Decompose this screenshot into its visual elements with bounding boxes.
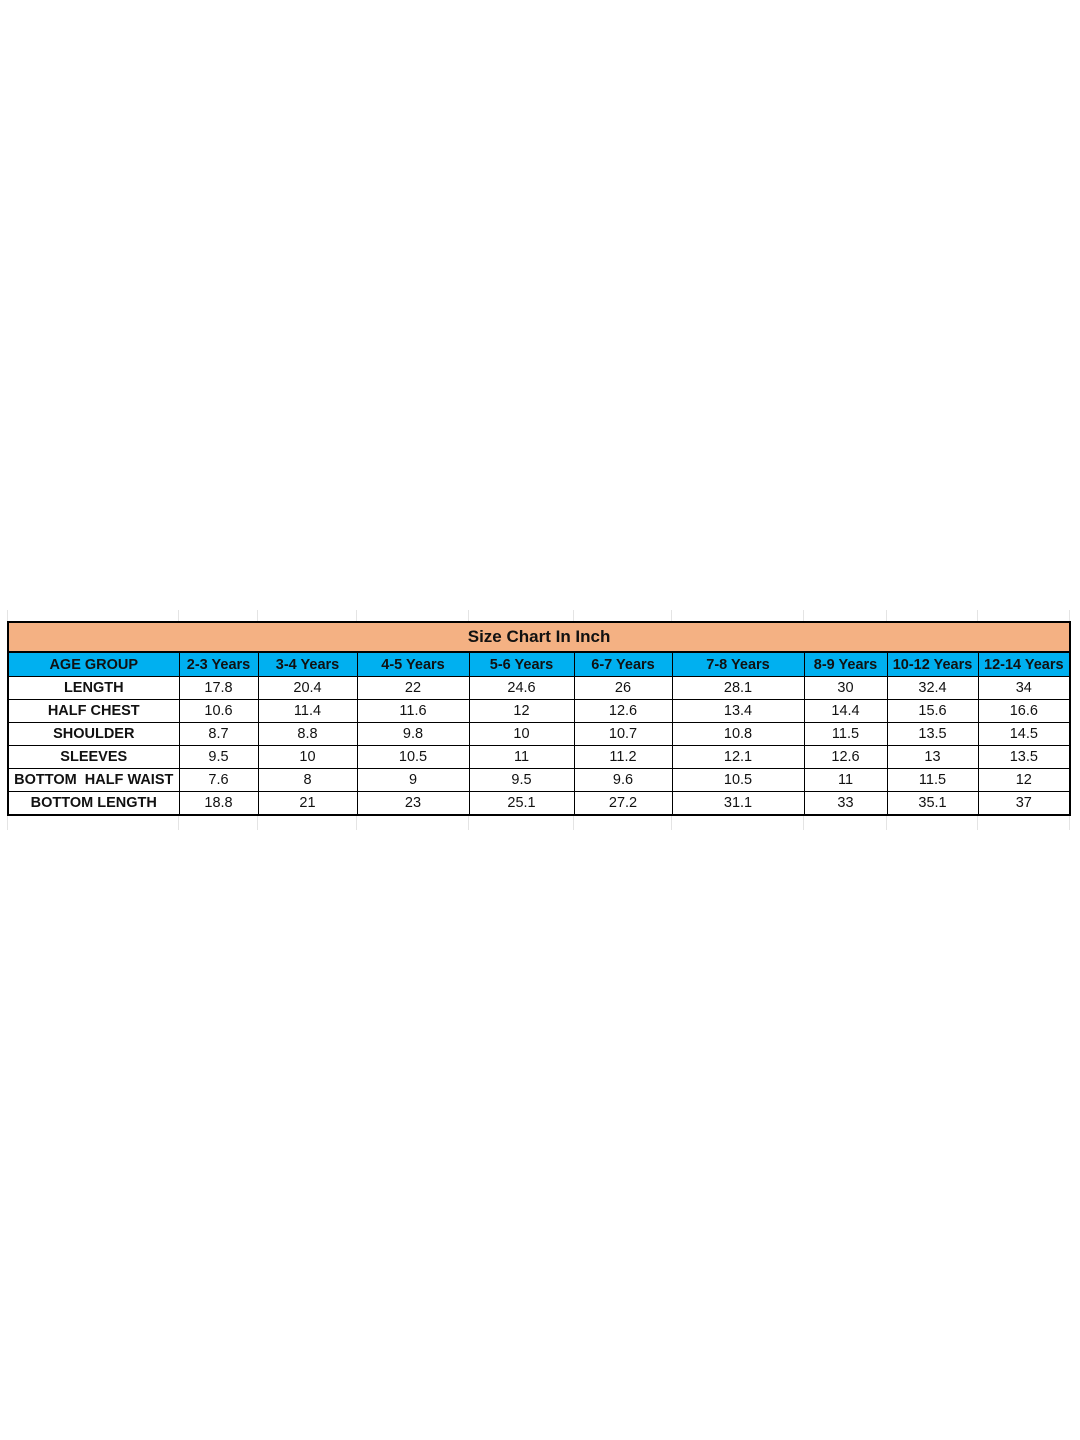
table-cell: 30 bbox=[803, 676, 888, 700]
header-cell: 6-7 Years bbox=[573, 651, 673, 677]
table-cell: 9.5 bbox=[178, 745, 259, 769]
table-cell: 12.6 bbox=[803, 745, 888, 769]
table-row: BOTTOM LENGTH 18.8 21 23 25.1 27.2 31.1 33 35.1 3… bbox=[7, 791, 1071, 816]
table-row: LENGTH 17.8 20.4 22 24.6 26 28.1 30 32.4 34 bbox=[7, 676, 1071, 700]
table-cell: 32.4 bbox=[886, 676, 979, 700]
table-cell: 27.2 bbox=[573, 791, 673, 816]
table-cell: 34 bbox=[977, 676, 1071, 700]
table-cell: 23 bbox=[356, 791, 470, 816]
table-cell: 10.7 bbox=[573, 722, 673, 746]
table-cell: 31.1 bbox=[671, 791, 805, 816]
table-cell: 9.8 bbox=[356, 722, 470, 746]
table-cell: 12 bbox=[977, 768, 1071, 792]
size-chart-table: Size Chart In Inch AGE GROUP 2-3 Years 3-4… bbox=[7, 621, 1072, 816]
table-cell: 11.6 bbox=[356, 699, 470, 723]
header-cell: 4-5 Years bbox=[356, 651, 470, 677]
table-cell: 10 bbox=[468, 722, 575, 746]
table-cell: 14.4 bbox=[803, 699, 888, 723]
table-cell: 10.5 bbox=[671, 768, 805, 792]
table-cell: 11 bbox=[803, 768, 888, 792]
table-cell: 15.6 bbox=[886, 699, 979, 723]
table-cell: 10.5 bbox=[356, 745, 470, 769]
table-cell: 11.5 bbox=[803, 722, 888, 746]
table-cell: 33 bbox=[803, 791, 888, 816]
table-cell: 10.8 bbox=[671, 722, 805, 746]
table-cell: 10 bbox=[257, 745, 358, 769]
header-cell: 3-4 Years bbox=[257, 651, 358, 677]
table-row: SLEEVES 9.5 10 10.5 11 11.2 12.1 12.6 13 13.5 bbox=[7, 745, 1071, 769]
table-cell: 16.6 bbox=[977, 699, 1071, 723]
table-cell: 14.5 bbox=[977, 722, 1071, 746]
table-row: BOTTOM HALF WAIST 7.6 8 9 9.5 9.6 10.5 11 11.5 12 bbox=[7, 768, 1071, 792]
table-cell: 28.1 bbox=[671, 676, 805, 700]
title-row: Size Chart In Inch bbox=[7, 621, 1071, 653]
row-label: BOTTOM LENGTH bbox=[7, 791, 180, 816]
table-cell: 13 bbox=[886, 745, 979, 769]
table-cell: 8.8 bbox=[257, 722, 358, 746]
table-cell: 22 bbox=[356, 676, 470, 700]
table-cell: 24.6 bbox=[468, 676, 575, 700]
table-cell: 9.5 bbox=[468, 768, 575, 792]
table-cell: 26 bbox=[573, 676, 673, 700]
table-cell: 13.4 bbox=[671, 699, 805, 723]
table-cell: 8 bbox=[257, 768, 358, 792]
row-label: SHOULDER bbox=[7, 722, 180, 746]
header-cell: 8-9 Years bbox=[803, 651, 888, 677]
table-cell: 12 bbox=[468, 699, 575, 723]
table-cell: 20.4 bbox=[257, 676, 358, 700]
row-label: SLEEVES bbox=[7, 745, 180, 769]
table-cell: 11.2 bbox=[573, 745, 673, 769]
table-cell: 25.1 bbox=[468, 791, 575, 816]
table-cell: 8.7 bbox=[178, 722, 259, 746]
header-cell: 10-12 Years bbox=[886, 651, 979, 677]
table-cell: 9 bbox=[356, 768, 470, 792]
row-label: HALF CHEST bbox=[7, 699, 180, 723]
table-cell: 9.6 bbox=[573, 768, 673, 792]
table-cell: 13.5 bbox=[977, 745, 1071, 769]
table-row: HALF CHEST 10.6 11.4 11.6 12 12.6 13.4 14.4 15.6… bbox=[7, 699, 1071, 723]
table-cell: 17.8 bbox=[178, 676, 259, 700]
table-cell: 11.5 bbox=[886, 768, 979, 792]
row-label: BOTTOM HALF WAIST bbox=[7, 768, 180, 792]
table-cell: 11.4 bbox=[257, 699, 358, 723]
table-cell: 21 bbox=[257, 791, 358, 816]
table-cell: 13.5 bbox=[886, 722, 979, 746]
table-cell: 12.1 bbox=[671, 745, 805, 769]
table-cell: 12.6 bbox=[573, 699, 673, 723]
table-cell: 18.8 bbox=[178, 791, 259, 816]
header-cell: 12-14 Years bbox=[977, 651, 1071, 677]
table-body: LENGTH 17.8 20.4 22 24.6 26 28.1 30 32.4 34 HALF C… bbox=[7, 676, 1071, 816]
table-title: Size Chart In Inch bbox=[7, 621, 1071, 653]
table-cell: 37 bbox=[977, 791, 1071, 816]
header-row: AGE GROUP 2-3 Years 3-4 Years 4-5 Years 5-6 … bbox=[7, 651, 1071, 677]
table-cell: 10.6 bbox=[178, 699, 259, 723]
header-age-group: AGE GROUP bbox=[7, 651, 180, 677]
table-cell: 11 bbox=[468, 745, 575, 769]
header-cell: 7-8 Years bbox=[671, 651, 805, 677]
table-cell: 7.6 bbox=[178, 768, 259, 792]
header-cell: 5-6 Years bbox=[468, 651, 575, 677]
table-row: SHOULDER 8.7 8.8 9.8 10 10.7 10.8 11.5 13.5 14.5 bbox=[7, 722, 1071, 746]
row-label: LENGTH bbox=[7, 676, 180, 700]
table-cell: 35.1 bbox=[886, 791, 979, 816]
header-cell: 2-3 Years bbox=[178, 651, 259, 677]
